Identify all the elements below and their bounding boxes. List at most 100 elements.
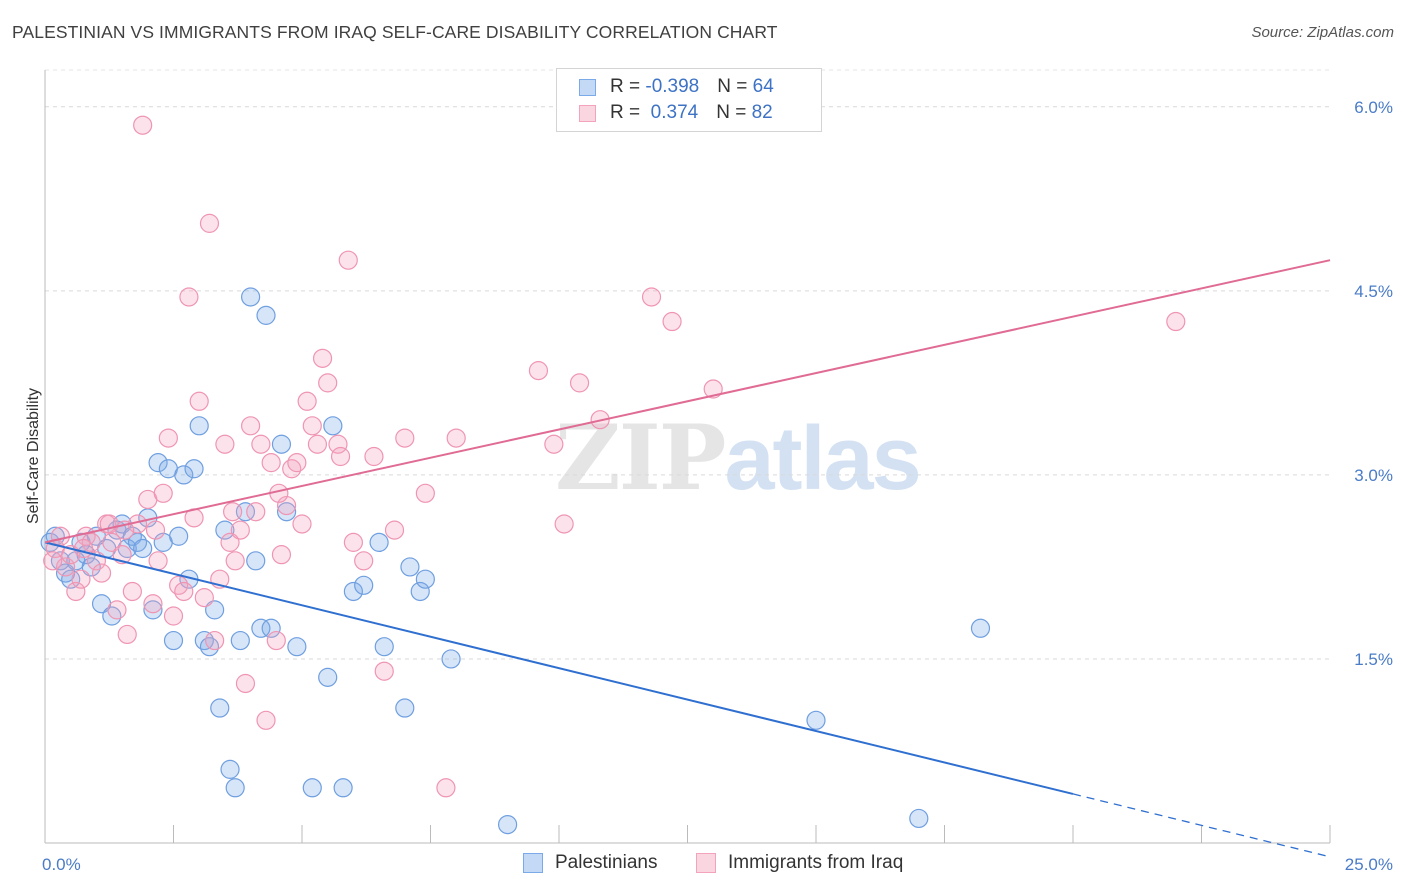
data-point [241,287,261,307]
data-point [256,305,276,325]
data-point [276,502,297,522]
data-point [544,434,564,454]
chart-source: Source: ZipAtlas.com [1251,24,1394,41]
data-point [225,551,245,571]
data-point [102,606,122,626]
data-point [261,453,281,473]
data-point [251,434,271,454]
data-point [703,379,723,399]
data-point [81,557,101,577]
legend-n-label: N = [716,102,752,123]
data-point [436,778,456,798]
legend-swatch-iraq [579,104,596,122]
data-point [441,649,461,669]
data-point [81,532,101,552]
data-point [163,606,184,626]
data-point [271,434,292,454]
y-axis-label: Self-Care Disability [25,388,42,524]
data-point [312,348,333,368]
data-point [225,778,245,798]
data-point [230,630,250,651]
data-point [43,551,63,571]
data-point [338,250,358,270]
legend-r-label: R = [610,76,646,97]
data-point [415,483,435,503]
axes [44,70,1331,844]
data-point [354,575,374,595]
data-point [251,618,271,638]
data-point [276,495,297,516]
data-point [169,575,189,595]
legend-r-label: R = [610,102,646,123]
data-point [50,551,71,571]
data-point [133,115,153,135]
data-point [122,526,142,546]
data-point [343,532,363,552]
data-point [330,446,351,467]
data-point [205,600,225,620]
data-point [323,416,343,436]
data-point [215,520,235,540]
data-point [395,428,415,448]
data-point [271,545,292,565]
data-point [498,814,518,835]
legend-item-palestinians[interactable]: Palestinians [523,852,657,874]
data-point [415,569,435,589]
legend-item-iraq[interactable]: Immigrants from Iraq [696,852,903,874]
data-point [318,373,338,393]
trend-line-palestinians [44,541,1074,795]
legend-label-iraq: Immigrants from Iraq [728,852,904,873]
data-point [199,637,220,657]
trend-line-iraq [44,259,1331,544]
tick-labels: 1.5% 3.0% 4.5% 6.0% 0.0% 25.0% [42,98,1393,874]
data-point [179,287,199,307]
data-point [241,416,261,436]
data-point [189,391,209,411]
data-point [194,588,214,608]
legend-n-value: 82 [751,102,773,123]
trend-lines [44,259,1331,858]
data-point [174,581,194,602]
data-point [117,624,137,645]
data-point [102,532,122,552]
legend-swatch-palestinians [523,853,543,873]
data-point [970,618,991,638]
data-point [302,778,322,798]
x-tick-label: 0.0% [42,855,81,874]
data-point [163,630,184,651]
chart-title: PALESTINIAN VS IMMIGRANTS FROM IRAQ SELF… [12,22,778,42]
data-point [107,600,127,620]
y-tick-label: 4.5% [1354,282,1393,301]
data-point [235,673,256,694]
data-point [50,526,71,546]
data-point [287,453,307,473]
x-tick-label: 25.0% [1345,855,1393,874]
correlation-legend: R = -0.398 N = 64 R = 0.374 N = 82 [556,68,822,132]
data-point [184,459,204,479]
data-point [158,428,178,448]
data-point [662,311,682,332]
data-point [174,465,194,485]
data-point [220,532,240,552]
data-point [1166,311,1186,332]
data-point [215,434,235,454]
data-point [261,618,281,638]
data-point [143,594,163,614]
y-tick-label: 6.0% [1354,98,1393,117]
data-point [384,520,405,540]
data-point [909,808,929,829]
y-tick-label: 3.0% [1354,466,1393,485]
data-point [641,287,662,307]
data-point [400,557,420,577]
data-point [133,538,153,559]
data-point [143,600,163,620]
data-point [220,759,240,779]
data-point [806,710,826,730]
data-point [528,361,549,381]
data-point [302,416,322,436]
data-point [292,514,312,534]
legend-label-palestinians: Palestinians [555,852,658,873]
data-point [328,434,348,454]
data-point [246,551,266,571]
